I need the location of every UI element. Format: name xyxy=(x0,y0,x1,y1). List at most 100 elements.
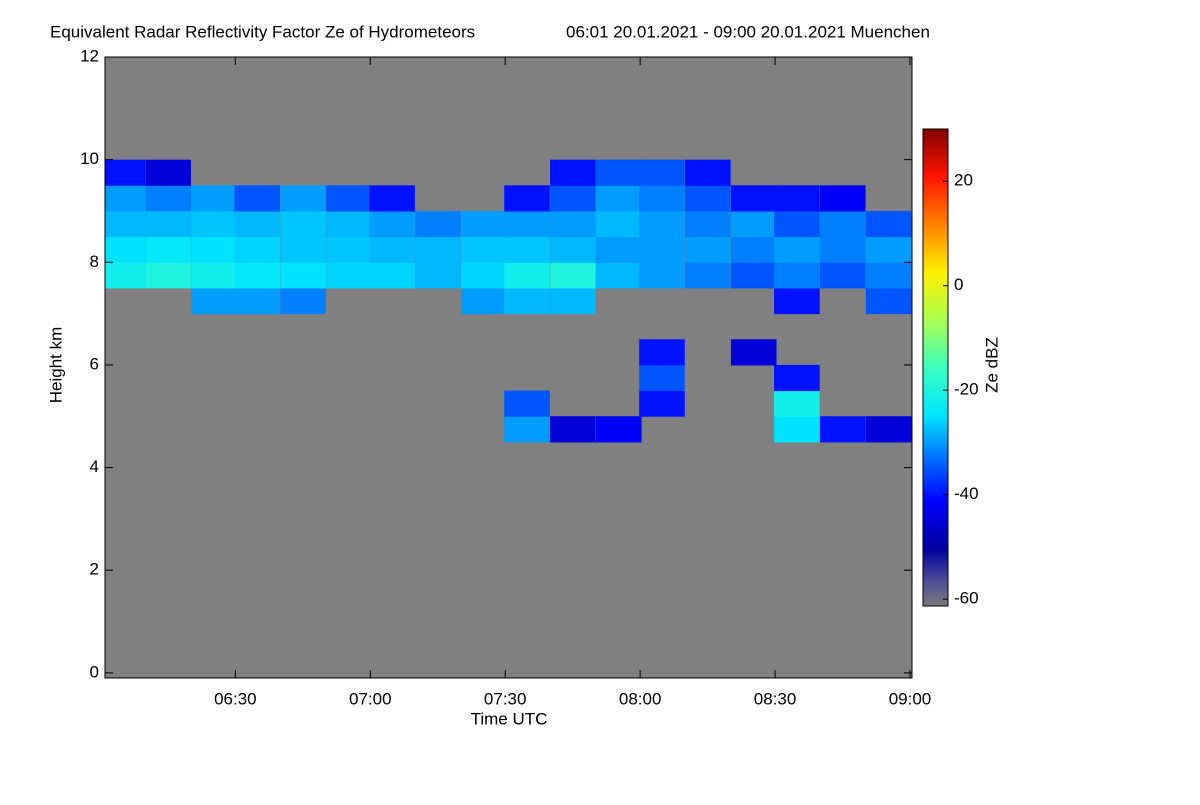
plot-frame xyxy=(104,56,913,679)
heat-cell xyxy=(234,210,280,238)
heat-cell xyxy=(415,262,461,289)
heat-cell xyxy=(550,287,596,315)
heat-cell xyxy=(774,287,820,315)
heat-cell xyxy=(504,416,550,443)
heat-cell xyxy=(504,390,550,417)
heat-cell xyxy=(730,339,777,366)
heat-cell xyxy=(369,236,415,263)
heat-cell xyxy=(639,364,685,392)
heat-cell xyxy=(550,185,596,212)
colorbar xyxy=(922,128,949,607)
heat-cell xyxy=(504,287,550,315)
x-tick-label: 06:30 xyxy=(214,689,257,708)
heat-cell xyxy=(865,210,912,238)
y-tick-label: 4 xyxy=(90,457,99,476)
heat-cell xyxy=(280,262,326,289)
heat-cell xyxy=(461,210,507,238)
heat-cell xyxy=(730,210,777,238)
heat-cell xyxy=(865,416,912,443)
heat-cell xyxy=(774,416,820,443)
heat-cell xyxy=(819,416,866,443)
y-tick-label: 10 xyxy=(80,149,99,168)
heat-cell xyxy=(596,210,642,238)
heat-cell xyxy=(774,236,820,263)
heat-cell xyxy=(369,262,415,289)
x-tick-label: 09:00 xyxy=(889,689,932,708)
heat-cell xyxy=(685,159,731,186)
heat-cell xyxy=(596,416,642,443)
heat-cell xyxy=(819,210,866,238)
heat-cell xyxy=(280,185,326,212)
y-tick-label: 6 xyxy=(90,354,99,373)
heat-cell xyxy=(105,159,146,186)
heat-cell xyxy=(819,262,866,289)
heat-cell xyxy=(369,210,415,238)
x-axis-label: Time UTC xyxy=(471,709,548,728)
heat-cell xyxy=(639,159,685,186)
heat-cell xyxy=(865,262,912,289)
heat-cell xyxy=(639,262,685,289)
y-axis-label: Height km xyxy=(46,327,65,404)
heat-cell xyxy=(145,236,191,263)
colorbar-tick-label: 20 xyxy=(954,171,973,190)
heat-cell xyxy=(326,236,372,263)
colorbar-tick-label: -40 xyxy=(954,484,979,503)
heat-cell xyxy=(234,287,280,315)
heat-cell xyxy=(234,262,280,289)
x-tick-label: 07:00 xyxy=(349,689,392,708)
heat-cell xyxy=(280,236,326,263)
heat-cell xyxy=(280,287,326,315)
heat-cell xyxy=(145,210,191,238)
heat-cell xyxy=(596,236,642,263)
y-tick-label: 0 xyxy=(90,662,99,681)
heat-cell xyxy=(234,185,280,212)
y-tick-label: 2 xyxy=(90,560,99,579)
heat-cell xyxy=(461,262,507,289)
heat-cell xyxy=(504,262,550,289)
heat-cell xyxy=(550,236,596,263)
heat-cell xyxy=(326,210,372,238)
heat-cell xyxy=(415,210,461,238)
heat-cell xyxy=(504,185,550,212)
heat-cell xyxy=(639,210,685,238)
heat-cell xyxy=(819,236,866,263)
colorbar-tick-label: -20 xyxy=(954,380,979,399)
heat-cell xyxy=(819,185,866,212)
heat-cell xyxy=(504,236,550,263)
x-tick-label: 07:30 xyxy=(484,689,527,708)
chart-title: Equivalent Radar Reflectivity Factor Ze … xyxy=(50,22,475,41)
x-tick-label: 08:00 xyxy=(619,689,662,708)
heat-cell xyxy=(105,210,146,238)
heat-cell xyxy=(326,262,372,289)
heat-cell xyxy=(415,236,461,263)
heat-cell xyxy=(730,236,777,263)
colorbar-tick-label: 0 xyxy=(954,275,963,294)
heat-cell xyxy=(639,185,685,212)
heat-cell xyxy=(730,185,777,212)
chart-subtitle: 06:01 20.01.2021 - 09:00 20.01.2021 Muen… xyxy=(566,22,930,41)
heat-cell xyxy=(191,185,237,212)
heat-cell xyxy=(461,287,507,315)
heat-cell xyxy=(639,236,685,263)
heat-cell xyxy=(191,262,237,289)
heat-cell xyxy=(774,210,820,238)
heat-cell xyxy=(685,236,731,263)
heat-cell xyxy=(865,287,912,315)
heat-cell xyxy=(550,416,596,443)
heat-cell xyxy=(234,236,280,263)
heat-cell xyxy=(639,339,685,366)
heat-cell xyxy=(105,262,146,289)
heat-cell xyxy=(685,262,731,289)
heat-cell xyxy=(105,236,146,263)
heat-cell xyxy=(145,185,191,212)
heat-cell xyxy=(326,185,372,212)
heat-cell xyxy=(639,390,685,417)
heat-cell xyxy=(730,262,777,289)
heat-cell xyxy=(145,159,191,186)
heat-cell xyxy=(596,185,642,212)
colorbar-tick-label: -60 xyxy=(954,589,979,608)
heat-cell xyxy=(504,210,550,238)
heat-cell xyxy=(550,262,596,289)
heat-cell xyxy=(191,287,237,315)
